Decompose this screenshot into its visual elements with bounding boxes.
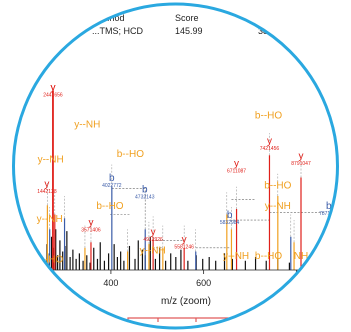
nh-ion-label: b--HO: [255, 251, 282, 262]
nh-ion-label: b--HO: [255, 110, 282, 121]
b-ion-label: b: [227, 210, 233, 221]
y-ion-label: y: [299, 151, 304, 162]
ion-mz-label: 1042: [339, 165, 350, 171]
header-col1-line2: ...TMS; HCD: [92, 26, 143, 36]
b-ion-label: b: [142, 184, 148, 195]
spectrum-peaks: [46, 90, 321, 270]
connection-line: [111, 188, 146, 196]
ion-mz-label: 3571406: [81, 228, 101, 234]
ion-mz-label: 1442128: [37, 189, 57, 195]
x-tick-label-600: 600: [196, 278, 211, 288]
nh-ion-label: y--NH: [140, 245, 166, 256]
y-ion-label: y: [88, 218, 93, 229]
nh-ion-label: b--HO: [117, 149, 144, 160]
header-col2-line2: 145.99: [175, 26, 203, 36]
b-ion-label: b: [326, 201, 332, 212]
nh-ion-label: y--NH: [223, 251, 249, 262]
ion-connection-lines: [109, 188, 325, 249]
y-ion-label: y: [50, 83, 55, 94]
nh-ion-label: y--NH: [265, 201, 291, 212]
ion-mz-label: 6711087: [227, 168, 246, 174]
nh-ion-label: y--NH: [74, 120, 100, 131]
b-ion-label: b: [109, 173, 115, 184]
y-ion-label: y: [234, 158, 239, 169]
ion-mz-label: 2441656: [43, 93, 63, 99]
nh-ion-label: b--HO: [36, 255, 63, 266]
ion-mz-label: 7421456: [260, 146, 280, 152]
x-tick-label-400: 400: [103, 278, 118, 288]
ion-mz-label: 4912926: [143, 237, 163, 243]
y-ion-label: y: [182, 234, 187, 245]
ion-labels: y2441656yy--NHb--HOy--NHb--HOy7421456y87…: [36, 83, 350, 266]
ion-mz-label: 7871733: [319, 211, 339, 217]
zoom-lens-ring: [12, 2, 339, 330]
ion-mz-label: 4022772: [102, 183, 122, 189]
y-ion-label: y: [44, 179, 49, 190]
nh-ion-label: NH: [294, 251, 308, 262]
nh-ion-label: b--HO: [96, 201, 123, 212]
nh-ion-label: y--NH: [38, 155, 64, 166]
y-ion-label: y: [50, 83, 55, 94]
nh-ion-label: y--NH: [37, 214, 63, 225]
ion-mz-label: 8791047: [291, 161, 311, 167]
header-col3-line1: m/...: [258, 13, 276, 23]
nh-ion-label: b--HO: [264, 181, 291, 192]
header-col2-line1: Score: [175, 13, 199, 23]
ion-mz-label: 5581246: [174, 244, 194, 250]
y-ion-label: y: [267, 136, 272, 147]
y-ion-label: y: [151, 227, 156, 238]
ion-mz-label: 4732143: [135, 194, 155, 200]
x-axis-label: m/z (zoom): [161, 296, 211, 307]
y-ion-label: y: [343, 155, 348, 166]
ion-mz-label: 5832984: [220, 220, 240, 226]
